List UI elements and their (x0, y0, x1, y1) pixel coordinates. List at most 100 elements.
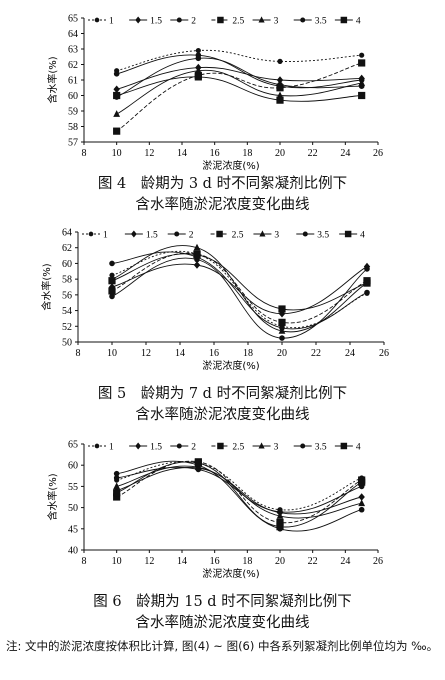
data-point (113, 482, 121, 490)
series-2.5 (113, 59, 366, 135)
y-tick-label: 50 (62, 338, 72, 349)
x-tick-label: 10 (112, 556, 122, 567)
data-point (363, 279, 371, 287)
x-axis-label: 淤泥浓度(%) (202, 159, 259, 172)
x-tick-label: 14 (175, 348, 185, 359)
series-line-1 (116, 461, 362, 511)
legend-label-2.5: 2.5 (232, 16, 244, 26)
legend-marker-1.5 (135, 16, 142, 24)
legend-label-1: 1 (109, 442, 114, 452)
data-point (195, 55, 202, 62)
data-point (195, 47, 201, 54)
data-point (358, 59, 366, 67)
legend-marker-3 (258, 442, 265, 449)
data-point (194, 73, 202, 81)
series-4 (113, 459, 366, 531)
x-tick-label: 10 (112, 148, 122, 159)
legend-label-3: 3 (274, 16, 279, 26)
legend-label-2.5: 2.5 (232, 442, 244, 452)
legend-label-2: 2 (191, 442, 196, 452)
series-1 (114, 460, 365, 513)
legend-label-4: 4 (360, 230, 365, 240)
x-tick-label: 12 (141, 348, 151, 359)
data-point (276, 518, 284, 527)
legend-marker-4 (340, 16, 348, 24)
caption-fig5-line2: 含水率随淤泥浓度变化曲线 (135, 407, 310, 423)
legend: 1 1.5 2 2.5 3 3.5 4 (82, 230, 365, 240)
legend-marker-1 (94, 17, 100, 23)
data-point (113, 127, 121, 135)
data-point (279, 325, 285, 331)
caption-fig6: 图 6 龄期为 15 d 时不同絮凝剂比例下 含水率随淤泥浓度变化曲线 (0, 592, 445, 634)
x-tick-label: 20 (275, 556, 285, 567)
data-point (364, 289, 370, 296)
data-point (109, 293, 115, 300)
data-point (193, 251, 201, 259)
series-line-1.5 (111, 263, 368, 315)
legend-marker-1.5 (135, 442, 142, 450)
data-point (276, 523, 284, 531)
series-line-1 (116, 49, 362, 72)
data-point (359, 52, 365, 58)
legend-label-2: 2 (191, 16, 196, 26)
series-3 (113, 463, 366, 519)
x-tick-label: 18 (243, 348, 253, 359)
caption-fig4-line1: 图 4 龄期为 3 d 时不同絮凝剂比例下 (97, 176, 348, 192)
data-point (113, 71, 120, 77)
data-point (113, 475, 120, 481)
data-point (276, 76, 284, 84)
series-line-4 (116, 76, 362, 102)
x-tick-label: 22 (308, 556, 318, 567)
y-tick-label: 62 (62, 243, 72, 254)
data-point (194, 459, 202, 467)
legend-marker-2.5 (217, 16, 224, 24)
data-point (279, 335, 285, 341)
data-point (113, 85, 120, 94)
y-tick-label: 58 (68, 122, 78, 133)
legend-label-2.5: 2.5 (232, 230, 244, 240)
data-point (358, 83, 365, 89)
data-point (113, 493, 121, 501)
legend-marker-2 (176, 17, 182, 23)
legend-label-2: 2 (189, 230, 194, 240)
x-tick-label: 20 (277, 348, 287, 359)
data-point (276, 512, 284, 519)
legend: 1 1.5 2 2.5 3 3.5 4 (88, 442, 361, 452)
legend-marker-1.5 (130, 230, 137, 238)
legend-marker-2 (176, 443, 182, 449)
legend-marker-3 (258, 16, 265, 23)
legend-label-3.5: 3.5 (315, 442, 327, 452)
caption-fig6-line2: 含水率随淤泥浓度变化曲线 (135, 615, 310, 631)
data-point (277, 81, 283, 88)
y-tick-label: 55 (68, 482, 78, 493)
chart-fig4: 57 58 59 60 61 62 63 64 65 8 10 12 14 16 18 20 22 24 26 淤泥浓… (0, 0, 445, 173)
series-line-2.5 (116, 62, 362, 132)
y-tick-label: 50 (68, 503, 78, 514)
x-tick-label: 10 (107, 348, 117, 359)
x-tick-label: 18 (242, 148, 252, 159)
x-tick-label: 16 (210, 556, 220, 567)
data-point (113, 110, 121, 117)
y-axis-label: 含水率(%) (46, 473, 59, 520)
series-3 (113, 66, 366, 117)
legend-marker-3 (259, 230, 266, 237)
y-tick-label: 61 (68, 76, 78, 87)
x-tick-label: 24 (340, 556, 350, 567)
y-tick-label: 40 (68, 546, 78, 557)
x-tick-label: 26 (379, 348, 389, 359)
y-tick-label: 65 (68, 440, 78, 451)
legend-label-1.5: 1.5 (150, 442, 162, 452)
legend-marker-3.5 (302, 231, 308, 237)
y-tick-label: 58 (62, 275, 72, 286)
y-tick-label: 60 (68, 461, 78, 472)
data-point (113, 489, 121, 497)
legend-marker-3.5 (300, 17, 306, 23)
x-tick-label: 8 (76, 348, 81, 359)
legend-marker-1 (88, 231, 94, 237)
y-tick-label: 60 (62, 259, 72, 270)
y-tick-label: 62 (68, 60, 78, 71)
x-tick-label: 8 (82, 148, 87, 159)
x-tick-label: 12 (144, 148, 154, 159)
